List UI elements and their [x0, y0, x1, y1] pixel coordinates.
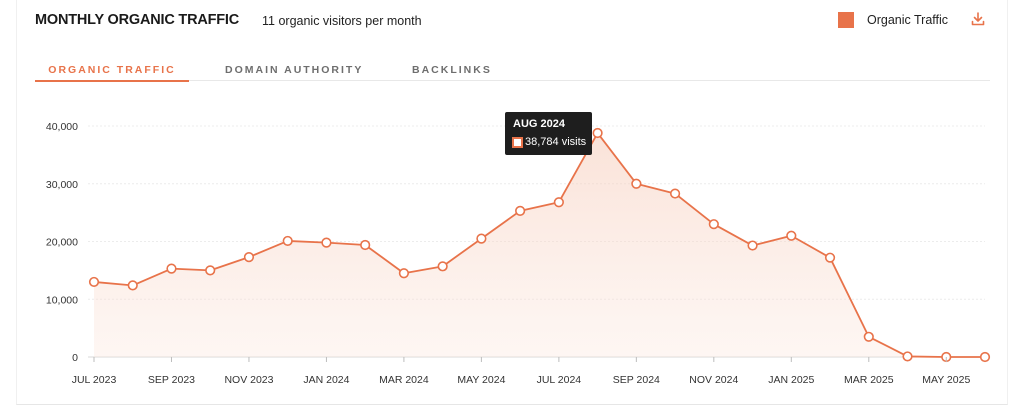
data-point [786, 230, 797, 241]
x-tick-label: NOV 2024 [689, 374, 738, 386]
tab-backlinks[interactable]: BACKLINKS [412, 64, 492, 76]
data-point [979, 351, 991, 363]
x-tick-label: JAN 2025 [768, 374, 814, 386]
chart-legend[interactable]: Organic Traffic [838, 12, 948, 28]
y-tick-label: 0 [72, 352, 78, 364]
data-point [437, 261, 448, 272]
data-point [669, 188, 681, 199]
x-tick-label: SEP 2024 [613, 374, 660, 386]
legend-swatch [838, 12, 854, 28]
y-tick-label: 20,000 [46, 237, 78, 249]
tab-domain-authority[interactable]: DOMAIN AUTHORITY [225, 64, 364, 76]
data-point [515, 205, 526, 216]
visitors-summary: 11 organic visitors per month [262, 14, 422, 28]
data-point [321, 237, 332, 248]
data-point [553, 197, 564, 208]
data-point [205, 265, 216, 276]
data-point [88, 276, 100, 288]
legend-label: Organic Traffic [867, 13, 949, 27]
data-point [476, 233, 487, 244]
y-tick-label: 30,000 [46, 179, 78, 191]
x-tick-label: MAY 2024 [457, 374, 505, 386]
data-point [902, 351, 913, 362]
tooltip-value: 38,784 visits [525, 136, 587, 148]
chart-title: MONTHLY ORGANIC TRAFFIC [35, 12, 240, 28]
data-point [243, 251, 255, 263]
data-point [282, 235, 293, 247]
x-tick-label: SEP 2023 [148, 374, 195, 386]
tooltip: AUG 2024 38,784 visits [505, 112, 592, 155]
series-area [94, 133, 985, 357]
data-point [166, 263, 177, 274]
data-point [863, 331, 874, 342]
data-point [360, 239, 371, 251]
data-point [747, 240, 758, 251]
data-point [398, 268, 410, 279]
y-tick-label: 10,000 [46, 294, 78, 306]
traffic-card [16, 0, 1008, 405]
x-tick-label: MAY 2025 [922, 374, 970, 386]
tab-bar: ORGANIC TRAFFIC DOMAIN AUTHORITY BACKLIN… [35, 64, 990, 82]
x-tick-label: JUL 2023 [72, 374, 117, 386]
x-tick-label: JUL 2024 [537, 374, 582, 386]
x-tick-label: NOV 2023 [224, 374, 273, 386]
data-point [631, 178, 642, 189]
x-tick-label: JAN 2024 [303, 374, 349, 386]
tab-organic-traffic[interactable]: ORGANIC TRAFFIC [35, 64, 189, 82]
y-tick-label: 40,000 [46, 121, 78, 133]
data-point [127, 280, 138, 291]
x-tick-label: MAR 2025 [844, 374, 894, 386]
data-point [708, 219, 719, 230]
x-tick-label: MAR 2024 [379, 374, 429, 386]
download-icon[interactable] [970, 11, 986, 27]
tooltip-row: 38,784 visits [512, 136, 586, 148]
data-point [824, 252, 836, 263]
tooltip-swatch [512, 136, 523, 148]
tooltip-title: AUG 2024 [513, 118, 565, 130]
series-line [93, 132, 985, 358]
data-point [592, 127, 603, 139]
